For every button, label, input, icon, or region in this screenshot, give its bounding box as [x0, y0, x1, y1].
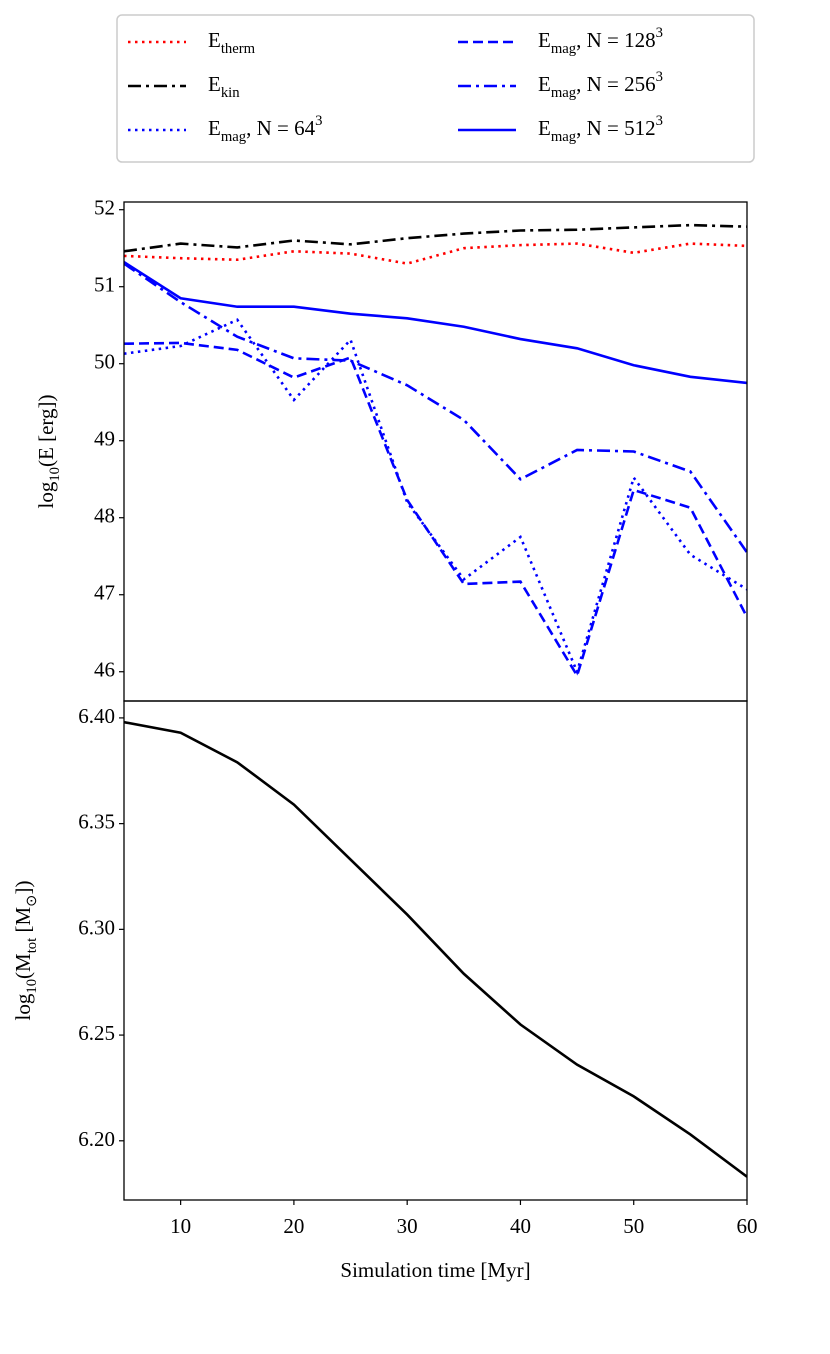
x-tick-label: 10 — [170, 1214, 191, 1238]
y-tick-label: 46 — [94, 658, 115, 682]
legend-label: Emag, N = 643 — [208, 113, 322, 145]
y-tick-label: 52 — [94, 196, 115, 220]
y-axis-label: log10(Mtot [M⊙]) — [11, 881, 41, 1021]
y-tick-label: 51 — [94, 273, 115, 297]
x-tick-label: 20 — [283, 1214, 304, 1238]
legend-label: Emag, N = 1283 — [538, 25, 663, 57]
x-tick-label: 40 — [510, 1214, 531, 1238]
axes-frame — [123, 700, 748, 1201]
series-line — [124, 262, 747, 554]
series-line — [124, 242, 747, 265]
legend-label: Emag, N = 5123 — [538, 113, 663, 145]
x-axis-label: Simulation time [Myr] — [340, 1258, 530, 1282]
x-tick-label: 30 — [397, 1214, 418, 1238]
y-tick-label: 50 — [94, 350, 115, 374]
axes-frame — [123, 201, 748, 702]
series-line — [124, 223, 747, 253]
series-line — [124, 720, 747, 1178]
y-tick-label: 6.20 — [78, 1127, 115, 1151]
series-line — [124, 260, 747, 385]
legend-label: Etherm — [208, 28, 256, 58]
y-tick-label: 6.25 — [78, 1021, 115, 1045]
legend-label: Emag, N = 2563 — [538, 69, 663, 101]
y-tick-label: 49 — [94, 427, 115, 451]
y-tick-label: 47 — [94, 581, 115, 605]
y-tick-label: 6.35 — [78, 809, 115, 833]
legend-label: Ekin — [208, 72, 240, 102]
x-tick-label: 50 — [623, 1214, 644, 1238]
y-tick-label: 6.40 — [78, 704, 115, 728]
legend-box — [116, 14, 755, 163]
y-tick-label: 6.30 — [78, 915, 115, 939]
series-line — [124, 341, 747, 679]
y-axis-label: log10(E [erg]) — [34, 394, 64, 508]
y-tick-label: 48 — [94, 504, 115, 528]
x-tick-label: 60 — [737, 1214, 758, 1238]
